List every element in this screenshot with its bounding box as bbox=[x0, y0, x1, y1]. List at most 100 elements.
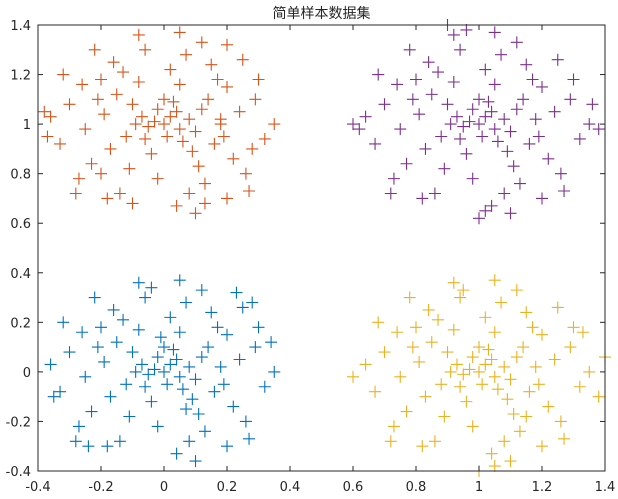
plus-marker bbox=[466, 420, 479, 433]
plus-marker bbox=[406, 93, 419, 106]
plus-marker bbox=[564, 341, 577, 354]
plus-marker bbox=[258, 132, 271, 145]
plus-marker bbox=[413, 108, 426, 121]
plus-marker bbox=[438, 410, 451, 423]
plus-marker bbox=[135, 110, 148, 123]
plus-marker bbox=[387, 420, 400, 433]
plus-marker bbox=[252, 73, 265, 86]
y-tick-label: 1 bbox=[23, 118, 31, 133]
plus-marker bbox=[463, 363, 476, 376]
plus-marker bbox=[192, 408, 205, 421]
plus-marker bbox=[132, 28, 145, 41]
plus-marker bbox=[120, 378, 133, 391]
plus-marker bbox=[391, 78, 404, 91]
plus-marker bbox=[195, 284, 208, 297]
plus-marker bbox=[491, 383, 504, 396]
plus-marker bbox=[347, 370, 359, 383]
plus-marker bbox=[79, 123, 92, 136]
plus-marker bbox=[523, 137, 536, 150]
plus-marker bbox=[510, 284, 523, 297]
plus-marker bbox=[91, 341, 104, 354]
plus-marker bbox=[132, 276, 145, 289]
plus-marker bbox=[95, 73, 107, 86]
plus-marker bbox=[205, 58, 218, 71]
plus-marker bbox=[79, 370, 92, 383]
plus-marker bbox=[466, 351, 479, 364]
plus-marker bbox=[151, 103, 164, 116]
plus-marker bbox=[183, 113, 196, 126]
plus-marker bbox=[551, 53, 564, 66]
plus-marker bbox=[145, 147, 158, 160]
plus-marker bbox=[422, 303, 435, 316]
plus-marker bbox=[101, 440, 114, 453]
plus-marker bbox=[214, 360, 227, 373]
plus-marker bbox=[252, 321, 265, 334]
plus-marker bbox=[482, 95, 495, 108]
plus-marker bbox=[536, 440, 548, 453]
plus-marker bbox=[186, 145, 199, 158]
plus-marker bbox=[233, 105, 246, 118]
plus-marker bbox=[454, 43, 467, 56]
plus-marker bbox=[473, 118, 485, 131]
plus-marker bbox=[435, 130, 448, 143]
plus-marker bbox=[488, 370, 501, 383]
plus-marker bbox=[548, 353, 561, 366]
plus-marker bbox=[517, 341, 530, 354]
plus-marker bbox=[441, 98, 454, 111]
plus-marker bbox=[47, 390, 60, 403]
plus-marker bbox=[460, 147, 473, 160]
plus-marker bbox=[520, 306, 533, 319]
plus-marker bbox=[491, 135, 504, 148]
series-4 bbox=[347, 19, 605, 225]
plus-marker bbox=[142, 120, 155, 133]
plus-marker bbox=[473, 365, 485, 378]
plus-marker bbox=[113, 435, 126, 448]
plus-marker bbox=[485, 447, 498, 460]
plus-marker bbox=[435, 378, 448, 391]
plus-marker bbox=[205, 306, 218, 319]
plus-marker bbox=[123, 410, 136, 423]
plus-marker bbox=[189, 125, 202, 138]
plus-marker bbox=[44, 358, 57, 371]
plus-marker bbox=[249, 341, 262, 354]
plus-marker bbox=[139, 380, 152, 393]
plus-marker bbox=[454, 380, 467, 393]
plus-marker bbox=[148, 363, 161, 376]
plus-marker bbox=[211, 321, 224, 334]
plus-marker bbox=[101, 192, 114, 205]
plus-marker bbox=[504, 207, 517, 220]
plus-marker bbox=[230, 286, 243, 299]
y-tick-label: 1.2 bbox=[10, 69, 31, 84]
plus-marker bbox=[457, 120, 470, 133]
plus-marker bbox=[195, 103, 208, 116]
x-tick-label: 1.4 bbox=[595, 480, 616, 495]
plus-marker bbox=[164, 358, 177, 371]
plus-marker bbox=[173, 370, 186, 383]
plus-marker bbox=[183, 187, 196, 200]
x-tick-label: 0.6 bbox=[343, 480, 364, 495]
plus-marker bbox=[428, 435, 441, 448]
plus-marker bbox=[151, 172, 164, 185]
plus-marker bbox=[198, 425, 211, 438]
plus-marker bbox=[353, 123, 366, 136]
plus-marker bbox=[195, 36, 208, 49]
plus-marker bbox=[488, 274, 501, 287]
plus-marker bbox=[532, 378, 545, 391]
plus-marker bbox=[173, 274, 186, 287]
plus-marker bbox=[113, 187, 126, 200]
plus-marker bbox=[394, 370, 407, 383]
plus-marker bbox=[403, 43, 416, 56]
plus-marker bbox=[85, 157, 98, 170]
y-tick-label: -0.4 bbox=[6, 465, 31, 480]
plus-marker bbox=[542, 400, 555, 413]
plus-marker bbox=[88, 291, 101, 304]
plus-marker bbox=[161, 378, 174, 391]
plus-marker bbox=[236, 53, 249, 66]
plus-marker bbox=[457, 368, 470, 381]
plus-marker bbox=[485, 105, 498, 118]
plus-marker bbox=[466, 103, 479, 116]
plus-marker bbox=[416, 192, 429, 205]
plus-marker bbox=[476, 130, 489, 143]
plus-marker bbox=[38, 105, 51, 118]
plus-marker bbox=[488, 460, 501, 473]
